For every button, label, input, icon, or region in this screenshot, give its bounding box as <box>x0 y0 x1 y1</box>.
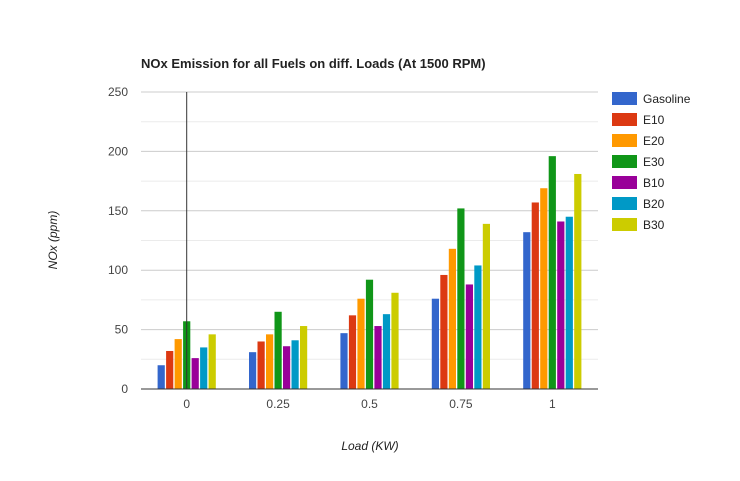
y-tick-label: 100 <box>108 263 128 277</box>
x-tick-label: 0.5 <box>361 397 378 411</box>
legend-label[interactable]: B20 <box>643 197 665 211</box>
bar[interactable] <box>431 298 439 389</box>
bar[interactable] <box>465 284 473 389</box>
bar[interactable] <box>208 334 216 389</box>
bar-area <box>157 92 582 389</box>
bar[interactable] <box>540 188 548 389</box>
gridlines <box>141 91 598 360</box>
bar[interactable] <box>340 333 348 389</box>
bar[interactable] <box>266 334 274 389</box>
bar[interactable] <box>440 274 448 389</box>
y-tick-labels: 0 50 100 150 200 250 <box>108 85 128 396</box>
bar[interactable] <box>357 298 365 389</box>
bar[interactable] <box>531 202 539 389</box>
y-tick-label: 250 <box>108 85 128 99</box>
bar[interactable] <box>391 292 399 389</box>
bar[interactable] <box>482 223 490 389</box>
bar[interactable] <box>274 311 282 389</box>
bar[interactable] <box>257 341 265 389</box>
bar[interactable] <box>365 279 374 389</box>
chart-title: NOx Emission for all Fuels on diff. Load… <box>141 56 486 71</box>
legend-label[interactable]: B30 <box>643 218 665 232</box>
legend-swatch <box>612 218 637 231</box>
legend-swatch <box>612 92 637 105</box>
legend-label[interactable]: E10 <box>643 113 665 127</box>
bar[interactable] <box>157 365 165 389</box>
bar[interactable] <box>300 326 308 389</box>
bar[interactable] <box>249 352 257 389</box>
bar[interactable] <box>348 315 357 389</box>
x-tick-labels: 0 0.25 0.5 0.75 1 <box>183 397 556 411</box>
legend-swatch <box>612 197 637 210</box>
x-tick-label: 0.25 <box>266 397 290 411</box>
bar[interactable] <box>283 346 291 389</box>
y-axis-title: NOx (ppm) <box>46 211 60 270</box>
legend-swatch <box>612 176 637 189</box>
bar[interactable] <box>191 358 199 389</box>
legend-label[interactable]: E20 <box>643 134 665 148</box>
y-tick-label: 200 <box>108 144 128 158</box>
bar[interactable] <box>565 216 573 389</box>
y-tick-label: 50 <box>115 323 129 337</box>
bar[interactable] <box>548 156 556 389</box>
bar[interactable] <box>166 350 174 389</box>
bar[interactable] <box>382 314 391 389</box>
bar[interactable] <box>474 265 482 389</box>
bar[interactable] <box>448 248 456 389</box>
bar[interactable] <box>174 339 182 389</box>
bar[interactable] <box>200 347 208 389</box>
legend: Gasoline E10 E20 E30 B10 B20 B30 <box>612 92 691 232</box>
legend-label[interactable]: B10 <box>643 176 665 190</box>
bar[interactable] <box>457 208 465 389</box>
x-axis-title: Load (KW) <box>341 439 398 453</box>
x-tick-label: 0 <box>183 397 190 411</box>
legend-swatch <box>612 134 637 147</box>
x-tick-label: 1 <box>549 397 556 411</box>
bar[interactable] <box>374 326 382 389</box>
legend-label[interactable]: Gasoline <box>643 92 691 106</box>
legend-label[interactable]: E30 <box>643 155 665 169</box>
bar[interactable] <box>523 232 531 389</box>
legend-swatch <box>612 113 637 126</box>
bar[interactable] <box>574 173 582 389</box>
y-tick-label: 150 <box>108 204 128 218</box>
bar[interactable] <box>557 221 565 389</box>
legend-swatch <box>612 155 637 168</box>
x-tick-label: 0.75 <box>449 397 473 411</box>
bar[interactable] <box>291 340 299 389</box>
y-tick-label: 0 <box>121 382 128 396</box>
